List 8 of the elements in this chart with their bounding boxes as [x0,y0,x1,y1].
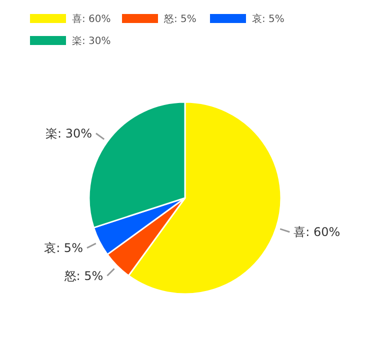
slice-label: 喜: 60% [294,225,340,240]
slice-label: 怒: 5% [63,268,104,283]
legend-label: 楽: 30% [72,35,111,47]
legend-label: 哀: 5% [252,13,284,25]
slice-label: 哀: 5% [44,241,83,256]
slice-label: 楽: 30% [45,126,92,141]
legend-label: 喜: 60% [72,13,111,25]
legend-label: 怒: 5% [163,13,196,25]
